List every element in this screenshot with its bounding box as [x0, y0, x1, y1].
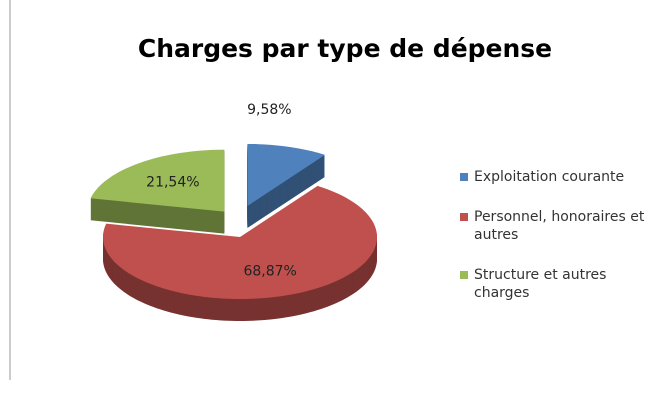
legend-item: Personnel, honoraires et autres: [460, 208, 665, 244]
legend-label: Structure et autres charges: [474, 267, 607, 301]
legend: Exploitation courante Personnel, honorair…: [460, 168, 665, 324]
pie: 9,58% 68,87% 21,54%: [90, 102, 377, 321]
legend-swatch: [460, 213, 468, 221]
data-label: 9,58%: [247, 102, 291, 118]
legend-item: Structure et autres charges: [460, 266, 665, 302]
pie-slice: [247, 143, 325, 228]
slice-top: [103, 185, 377, 299]
slice-top: [247, 143, 325, 206]
data-label: 68,87%: [243, 264, 296, 280]
legend-label: Personnel, honoraires et autres: [474, 209, 645, 243]
data-label: 21,54%: [146, 175, 199, 191]
legend-swatch: [460, 271, 468, 279]
legend-label: Exploitation courante: [474, 169, 625, 185]
pie-slice: [103, 185, 377, 321]
pie-slice: [90, 149, 225, 234]
legend-item: Exploitation courante: [460, 168, 665, 186]
slice-top: [90, 149, 225, 212]
legend-swatch: [460, 173, 468, 181]
chart-title: Charges par type de dépense: [138, 34, 552, 63]
